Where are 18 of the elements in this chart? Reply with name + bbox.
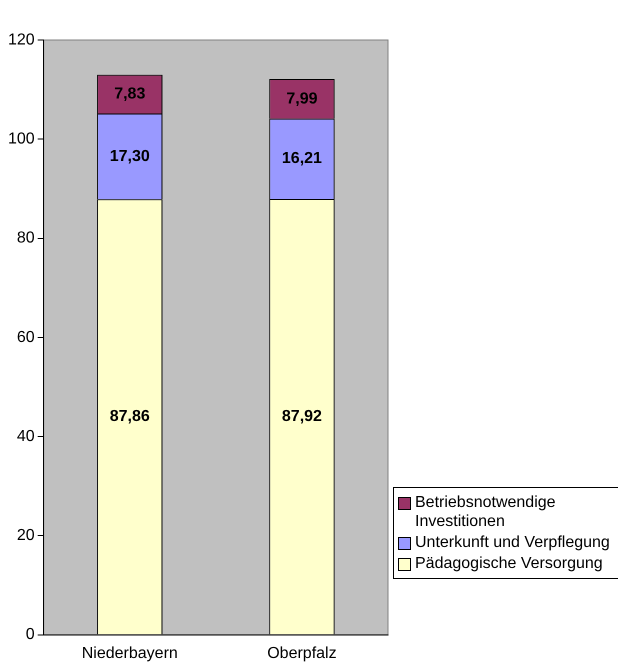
data-label: 17,30 bbox=[110, 148, 150, 165]
x-tick-label: Oberpfalz bbox=[267, 644, 337, 662]
y-tick-label: 20 bbox=[16, 527, 35, 544]
data-label: 7,99 bbox=[286, 90, 318, 108]
data-label: 87,92 bbox=[282, 408, 322, 426]
legend-label: Unterkunft und Verpflegung bbox=[415, 533, 610, 552]
x-tick-label: Niederbayern bbox=[82, 644, 178, 662]
y-tick-label: 40 bbox=[16, 428, 35, 445]
legend-label: Pädagogische Versorgung bbox=[415, 554, 603, 573]
y-tick-label: 0 bbox=[26, 626, 35, 644]
y-tick-label: 100 bbox=[8, 130, 35, 148]
legend-label: Betriebsnotwendige Investitionen bbox=[415, 493, 557, 531]
y-tick-label: 80 bbox=[16, 230, 35, 247]
y-tick-label: 120 bbox=[8, 31, 35, 48]
y-tick-label: 60 bbox=[16, 328, 35, 346]
data-label: 87,86 bbox=[110, 408, 150, 426]
data-label: 16,21 bbox=[282, 150, 322, 168]
data-label: 7,83 bbox=[114, 86, 146, 103]
